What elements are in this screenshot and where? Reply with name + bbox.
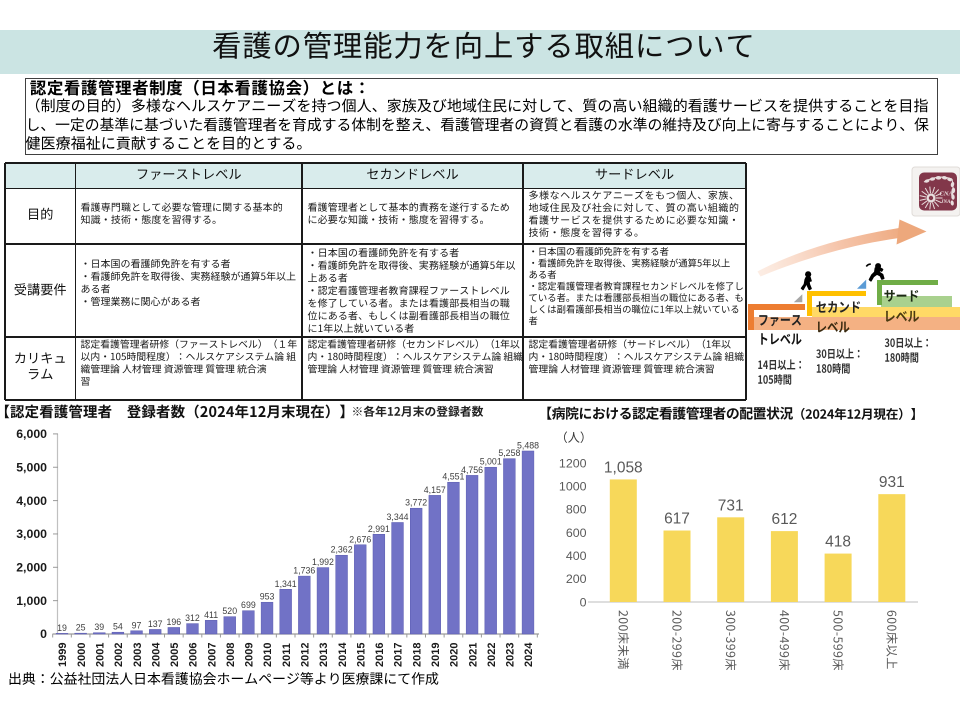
svg-text:731: 731 [718, 497, 744, 514]
svg-text:2023: 2023 [505, 643, 517, 667]
svg-text:2021: 2021 [467, 643, 479, 667]
svg-text:5,000: 5,000 [16, 460, 47, 474]
svg-text:1,058: 1,058 [604, 459, 643, 476]
svg-text:6,000: 6,000 [16, 427, 47, 441]
svg-text:2006: 2006 [188, 643, 200, 667]
svg-text:39: 39 [94, 622, 104, 632]
svg-text:137: 137 [148, 619, 163, 629]
svg-text:2,362: 2,362 [331, 545, 353, 555]
svg-text:400: 400 [566, 549, 587, 563]
svg-text:0: 0 [40, 627, 47, 641]
svg-text:1,736: 1,736 [293, 566, 315, 576]
svg-text:1,000: 1,000 [16, 594, 47, 608]
svg-text:4,756: 4,756 [461, 465, 483, 475]
svg-text:2018: 2018 [411, 643, 423, 667]
svg-text:3,772: 3,772 [405, 498, 427, 508]
svg-text:2008: 2008 [225, 643, 237, 667]
svg-text:2,000: 2,000 [16, 561, 47, 575]
svg-text:97: 97 [132, 620, 142, 630]
svg-text:0: 0 [580, 595, 587, 609]
svg-text:2010: 2010 [262, 643, 274, 667]
svg-text:2,676: 2,676 [349, 534, 371, 544]
svg-text:699: 699 [241, 600, 256, 610]
svg-text:1,992: 1,992 [312, 557, 334, 567]
svg-text:1000: 1000 [559, 479, 587, 493]
svg-text:3,000: 3,000 [16, 527, 47, 541]
svg-text:800: 800 [566, 503, 587, 517]
svg-text:1999: 1999 [57, 643, 69, 667]
svg-text:19: 19 [57, 623, 67, 633]
svg-text:418: 418 [825, 534, 851, 551]
svg-text:2022: 2022 [486, 643, 498, 667]
svg-text:2,991: 2,991 [368, 524, 390, 534]
svg-text:CNA: CNA [940, 191, 954, 198]
svg-text:2017: 2017 [393, 643, 405, 667]
svg-text:5,001: 5,001 [480, 457, 502, 467]
svg-text:2020: 2020 [449, 643, 461, 667]
svg-text:617: 617 [664, 511, 690, 528]
svg-text:312: 312 [185, 613, 200, 623]
svg-text:2019: 2019 [430, 643, 442, 667]
svg-text:2015: 2015 [355, 643, 367, 667]
svg-text:411: 411 [204, 610, 218, 620]
svg-text:2009: 2009 [244, 643, 256, 667]
svg-text:953: 953 [260, 592, 275, 602]
svg-text:2012: 2012 [300, 643, 312, 667]
svg-text:612: 612 [771, 511, 797, 528]
svg-text:4,551: 4,551 [442, 472, 464, 482]
svg-text:931: 931 [879, 474, 905, 491]
svg-text:25: 25 [76, 623, 86, 633]
svg-text:2011: 2011 [281, 643, 293, 667]
svg-text:2007: 2007 [206, 643, 218, 667]
svg-text:4,157: 4,157 [424, 485, 446, 495]
svg-text:2001: 2001 [94, 643, 106, 667]
svg-text:2005: 2005 [169, 643, 181, 667]
svg-text:2024: 2024 [523, 642, 535, 667]
svg-text:2002: 2002 [113, 643, 125, 667]
svg-text:4,000: 4,000 [16, 494, 47, 508]
svg-text:1,341: 1,341 [275, 579, 297, 589]
svg-text:5,488: 5,488 [517, 440, 539, 450]
svg-text:5,258: 5,258 [498, 448, 520, 458]
svg-text:196: 196 [166, 617, 181, 627]
svg-text:JNA: JNA [940, 200, 951, 205]
svg-text:54: 54 [113, 622, 123, 632]
svg-text:3,344: 3,344 [387, 512, 409, 522]
svg-text:2016: 2016 [374, 643, 386, 667]
svg-text:600: 600 [566, 526, 587, 540]
svg-text:200: 200 [566, 572, 587, 586]
svg-text:520: 520 [222, 606, 237, 616]
svg-text:1200: 1200 [559, 456, 587, 470]
svg-text:2000: 2000 [76, 643, 88, 667]
svg-text:2004: 2004 [150, 642, 162, 667]
svg-text:2014: 2014 [337, 642, 349, 667]
svg-text:2013: 2013 [318, 643, 330, 667]
svg-text:2003: 2003 [132, 643, 144, 667]
